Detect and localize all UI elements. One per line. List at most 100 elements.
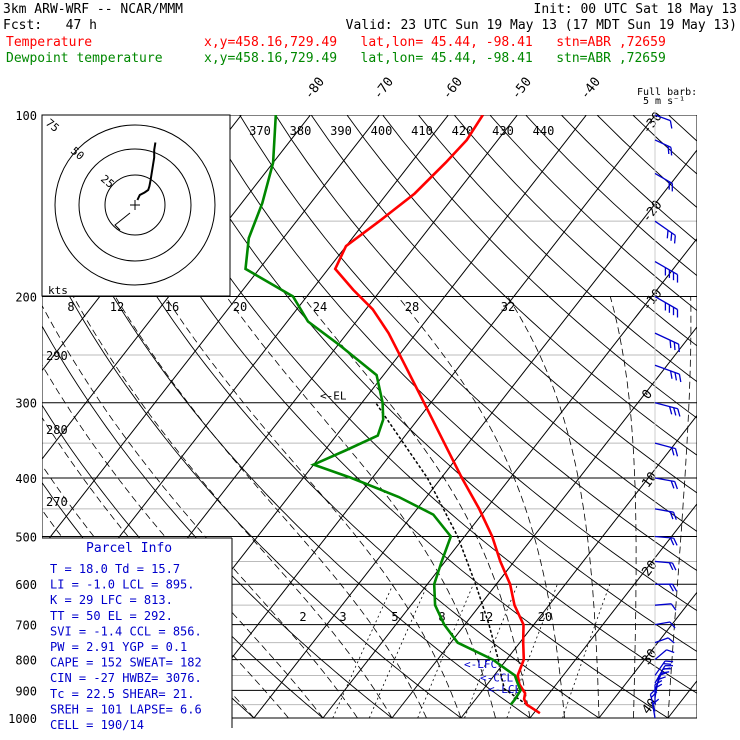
isotherm-line	[460, 414, 697, 719]
wind-barb-flag	[671, 562, 677, 571]
parcel-info-row: CELL = 190/14	[50, 718, 144, 732]
dewpoint-point-info: x,y=458.16,729.49 lat,lon= 45.44, -98.41…	[204, 51, 666, 66]
mixing-ratio-label: 12	[110, 300, 124, 314]
mixing-ratio-label: 16	[165, 300, 179, 314]
isotherm-line	[42, 115, 311, 460]
pressure-tick-label: 300	[15, 397, 37, 411]
pressure-tick-label: 800	[15, 654, 37, 668]
isotherm-line	[391, 326, 697, 719]
hodograph-trace	[136, 142, 157, 201]
wind-barb-flag	[669, 621, 676, 629]
wind-barb-staff	[654, 603, 672, 606]
theta-label: 400	[371, 124, 393, 138]
wind-barb-flag	[673, 342, 676, 351]
mixing-ratio-label: 5	[391, 610, 398, 624]
wind-barb	[654, 139, 673, 156]
wind-barb-flag	[669, 340, 672, 349]
isotherm-label: 10	[639, 469, 660, 491]
parcel-info-row: LI = -1.0 LCL = 895.	[50, 578, 195, 592]
pressure-tick-label: 600	[15, 578, 37, 592]
wind-barb	[654, 535, 678, 546]
wind-barb	[654, 442, 679, 457]
dry-adiabat-line	[203, 115, 697, 612]
pressure-tick-label: 900	[15, 684, 37, 698]
mixing-ratio-label: 2	[299, 610, 306, 624]
wind-barb	[654, 172, 673, 192]
wind-barb	[654, 583, 678, 592]
wind-barb-flag	[669, 370, 673, 379]
wind-barb-flag	[673, 235, 676, 244]
mixing-ratio-label: 8	[67, 300, 74, 314]
moist-adiabat-line	[397, 296, 565, 719]
wind-barb-flag	[669, 120, 673, 129]
wind-barb	[654, 402, 681, 417]
dry-adiabat-line	[239, 115, 697, 572]
wind-barb-staff	[651, 704, 656, 719]
wind-key-units: 5 m s⁻¹	[643, 96, 685, 107]
theta-label: 380	[290, 124, 312, 138]
moist-adiabat-line	[114, 296, 427, 719]
mixing-ratio-line	[368, 584, 429, 719]
dry-adiabat-line	[596, 115, 697, 209]
parcel-info-row: CIN = -27 HWBZ= 3076.	[50, 671, 202, 685]
parcel-trace	[375, 402, 528, 706]
dewpoint-legend: Dewpoint temperature	[6, 51, 163, 66]
dry-adiabat-line	[42, 243, 462, 719]
parcel-info-row: SREH = 101 LAPSE= 6.6	[50, 702, 202, 716]
hodograph-ring	[78, 148, 192, 262]
parcel-info-row: K = 29 LFC = 813.	[50, 593, 173, 607]
init-time: Init: 00 UTC Sat 18 May 13	[533, 2, 738, 17]
wind-barb-staff	[654, 114, 671, 122]
wind-barb	[651, 698, 660, 719]
isotherm-line	[598, 591, 697, 719]
wind-barb-flag	[677, 408, 681, 417]
pressure-tick-label: 100	[15, 109, 37, 123]
wind-barb-flag	[668, 562, 674, 571]
isotherm-line	[184, 115, 656, 719]
wind-barb-flag	[670, 480, 675, 489]
pressure-tick-label: 500	[15, 530, 37, 544]
wind-barb-flag	[671, 447, 675, 456]
parcel-info-row: TT = 50 EL = 292.	[50, 609, 173, 623]
wind-barb-flag	[670, 147, 673, 156]
wind-barb-staff	[654, 364, 680, 375]
wind-barb-flag	[670, 603, 677, 611]
moist-adiabat-line	[226, 296, 496, 719]
wind-barb	[654, 260, 679, 283]
mixing-ratio-label: 20	[233, 300, 247, 314]
wind-barb	[654, 621, 676, 629]
wind-barb-flag	[674, 481, 679, 490]
theta-label: 420	[452, 124, 474, 138]
pressure-tick-label: 1000	[8, 712, 37, 726]
wind-barb-flag	[669, 511, 674, 520]
wind-barb-staff	[654, 649, 668, 661]
isotherm-label: -60	[440, 75, 466, 103]
wind-barb-flag	[672, 511, 677, 520]
wind-barb-flag	[672, 583, 678, 592]
wind-barb	[654, 637, 675, 644]
isotherm-label: -40	[578, 75, 604, 103]
wind-barb-staff	[654, 621, 671, 626]
wind-barb-flag	[678, 373, 682, 383]
dry-adiabat-line	[382, 115, 697, 419]
isotherm-line	[322, 237, 697, 719]
isotherm-line	[529, 503, 697, 719]
mixing-ratio-label: 3	[339, 610, 346, 624]
isotherm-label: -80	[302, 75, 328, 103]
isotherm-label: -30	[639, 109, 665, 137]
dry-adiabat-line	[275, 115, 697, 532]
isotherm-label: 0	[639, 387, 656, 402]
mixing-ratio-line	[417, 584, 474, 719]
dry-adiabat-line	[132, 115, 697, 694]
model-title: 3km ARW-WRF -- NCAR/MMM	[3, 2, 184, 17]
wind-barb-flag	[666, 230, 669, 239]
wind-barb-staff	[654, 637, 669, 644]
wind-barb	[654, 508, 677, 520]
isotherm-label: -70	[371, 75, 397, 103]
isotherm-line	[253, 149, 697, 719]
wind-barb	[654, 560, 677, 571]
hodograph-storm-motion	[114, 212, 131, 231]
wind-barb	[654, 477, 679, 490]
theta-label: 410	[411, 124, 433, 138]
